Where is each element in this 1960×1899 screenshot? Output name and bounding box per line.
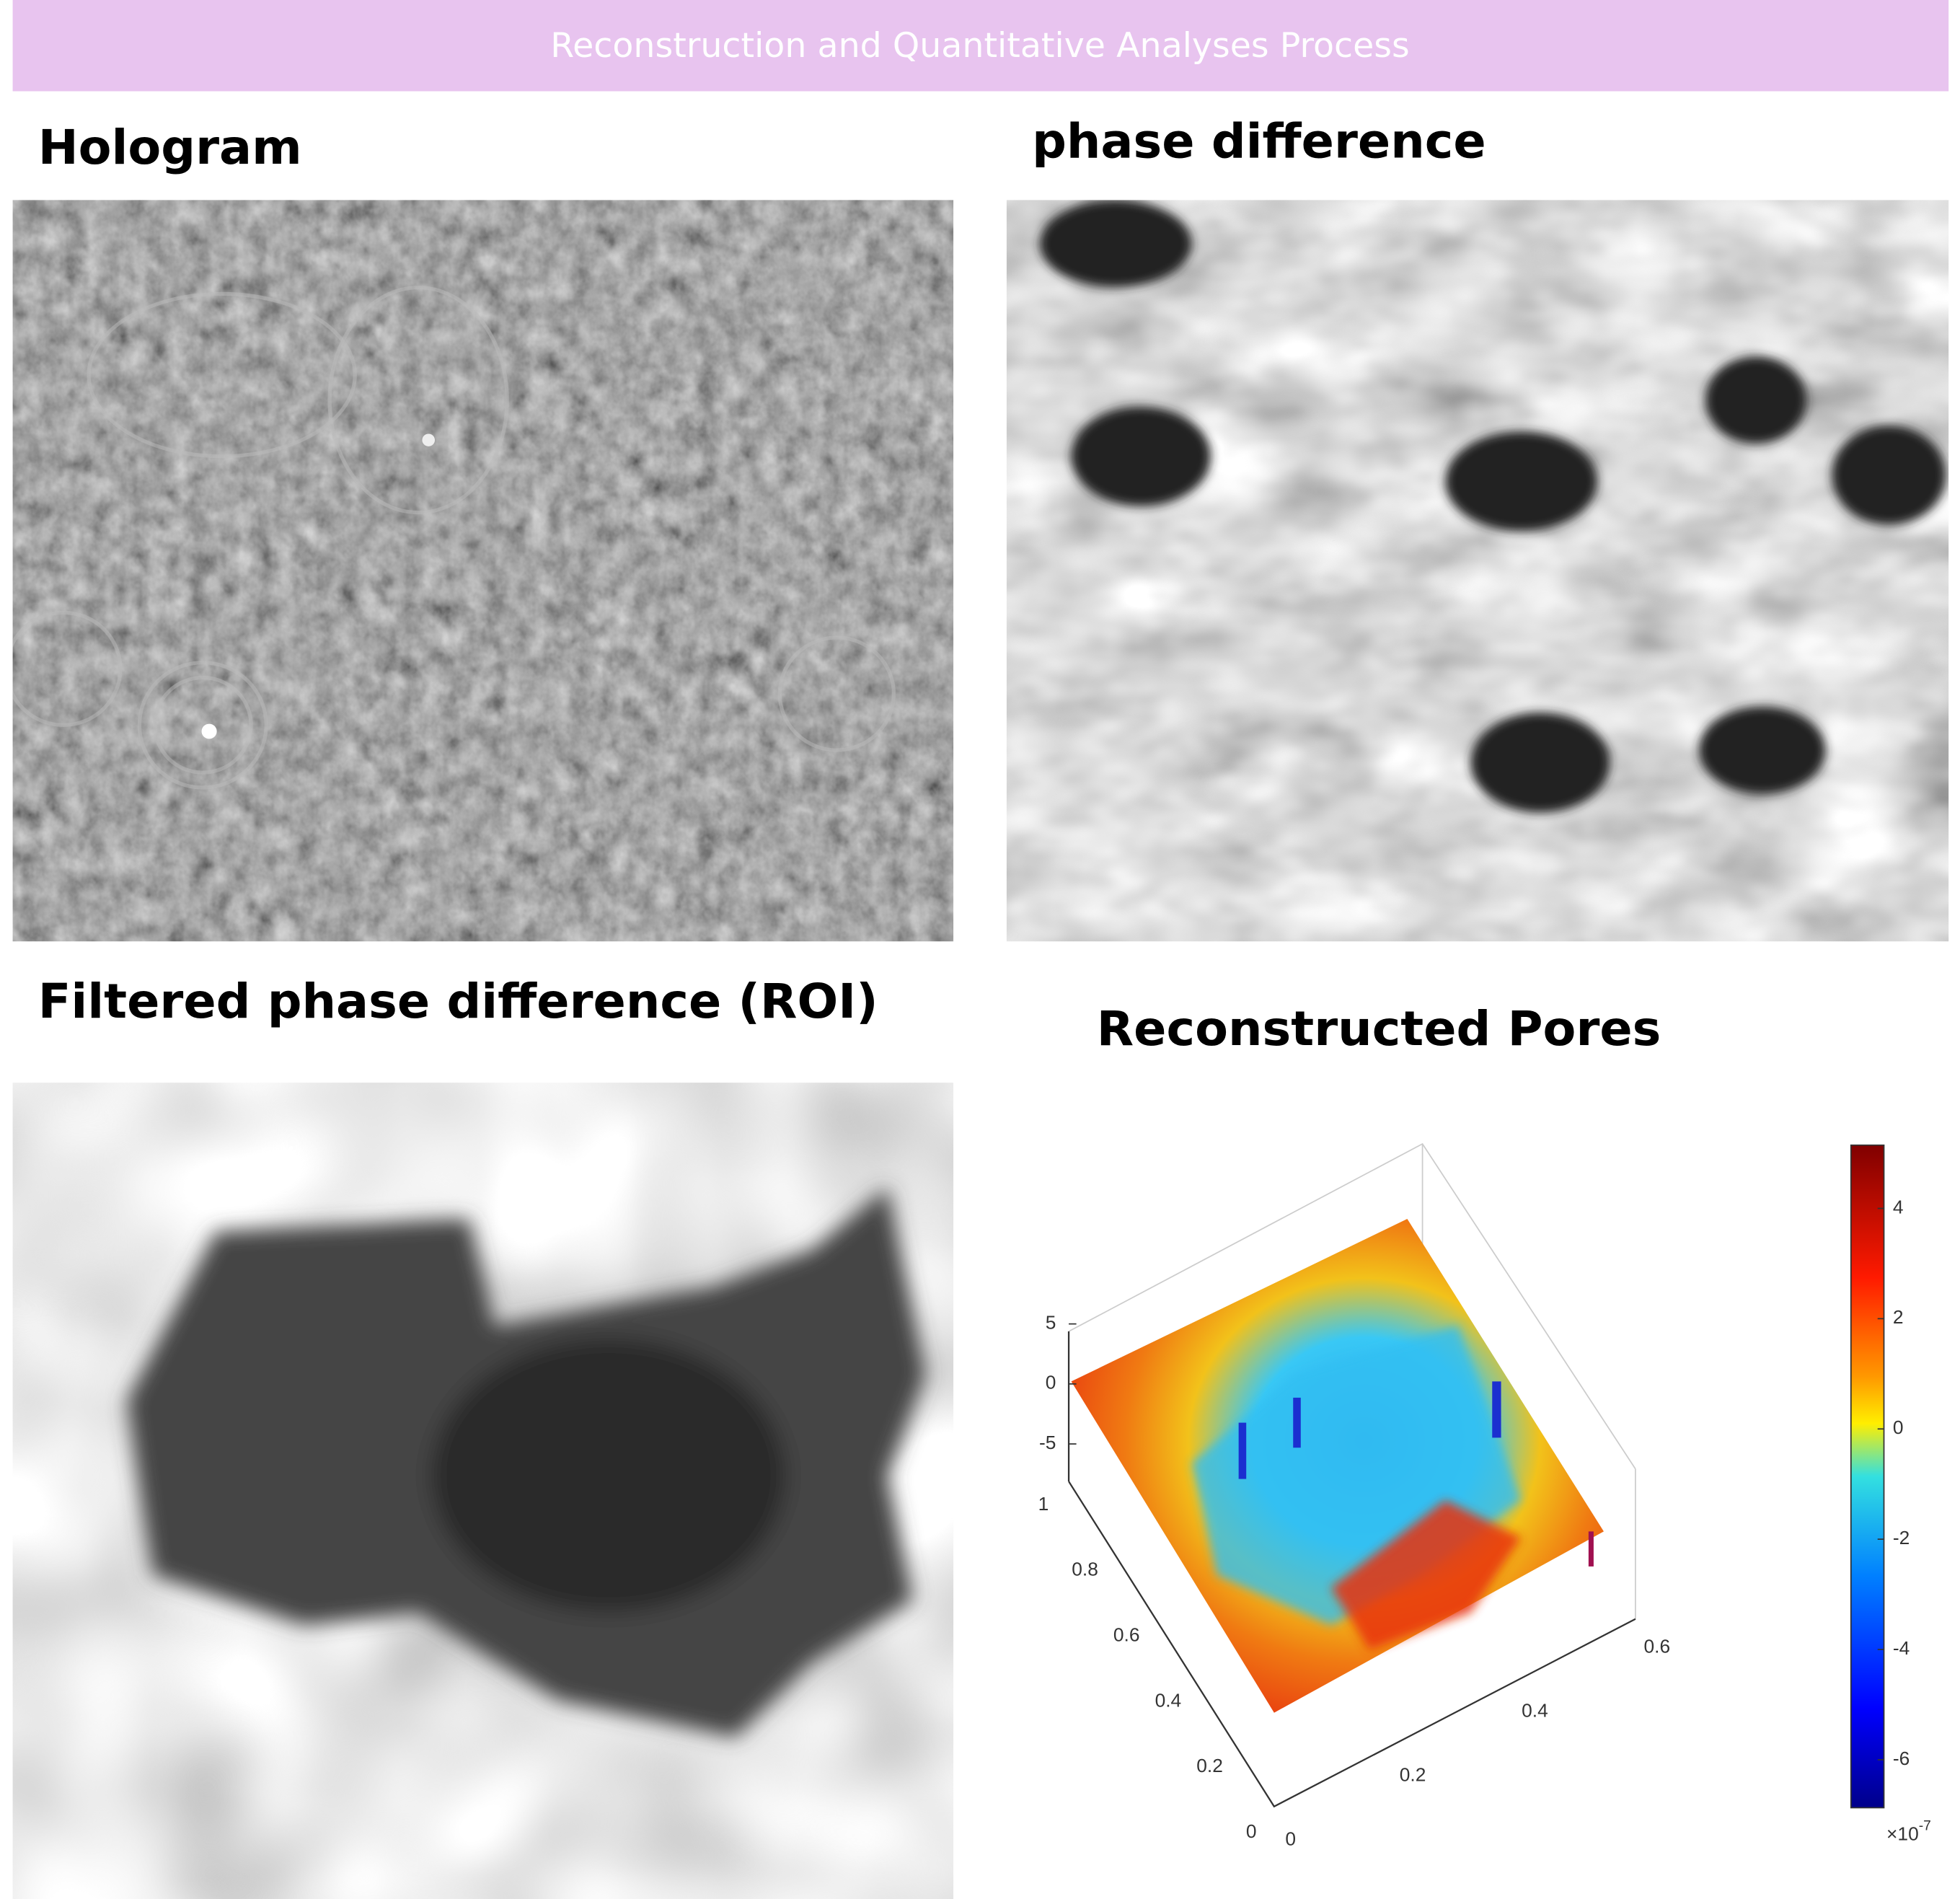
tick-label: 0.4	[1155, 1690, 1182, 1711]
phase-image	[1006, 200, 1949, 942]
panel-title: Hologram	[38, 120, 302, 175]
tick-label: 0.6	[1113, 1624, 1140, 1646]
tick-label: 0.2	[1400, 1764, 1426, 1786]
colorbar	[1850, 1144, 1885, 1809]
tick-label: 0	[1893, 1416, 1904, 1438]
scale-base: ×10	[1886, 1823, 1919, 1845]
tick-label: -6	[1893, 1748, 1910, 1769]
tick-label: 2	[1893, 1306, 1904, 1328]
tick-label: 4	[1893, 1197, 1904, 1218]
tick-label: -5	[1039, 1432, 1056, 1453]
tick-label: 0.4	[1522, 1700, 1548, 1722]
panel-title: Filtered phase difference (ROI)	[38, 973, 878, 1028]
tick-label: -2	[1893, 1527, 1910, 1548]
surface-plot	[1067, 1142, 1636, 1808]
panel-title: Reconstructed Pores	[1097, 1001, 1661, 1057]
tick-label: 0.6	[1643, 1636, 1670, 1657]
colorbar-scale: ×10-7	[1886, 1819, 1931, 1845]
tick-label: 0	[1046, 1372, 1056, 1393]
filtered-image	[12, 1083, 954, 1899]
tick-label: 0.8	[1072, 1559, 1098, 1580]
panel-title: phase difference	[1032, 113, 1486, 169]
tick-label: 0.2	[1196, 1755, 1223, 1776]
tick-label: 5	[1046, 1312, 1056, 1334]
hologram-image	[12, 200, 954, 942]
header-bar	[12, 0, 1949, 92]
header-title: Reconstruction and Quantitative Analyses…	[550, 26, 1410, 66]
tick-label: -4	[1893, 1637, 1910, 1659]
tick-label: 0	[1246, 1820, 1257, 1842]
tick-label: 0	[1285, 1828, 1296, 1850]
scale-exponent: -7	[1919, 1819, 1931, 1834]
tick-label: 1	[1038, 1493, 1049, 1515]
